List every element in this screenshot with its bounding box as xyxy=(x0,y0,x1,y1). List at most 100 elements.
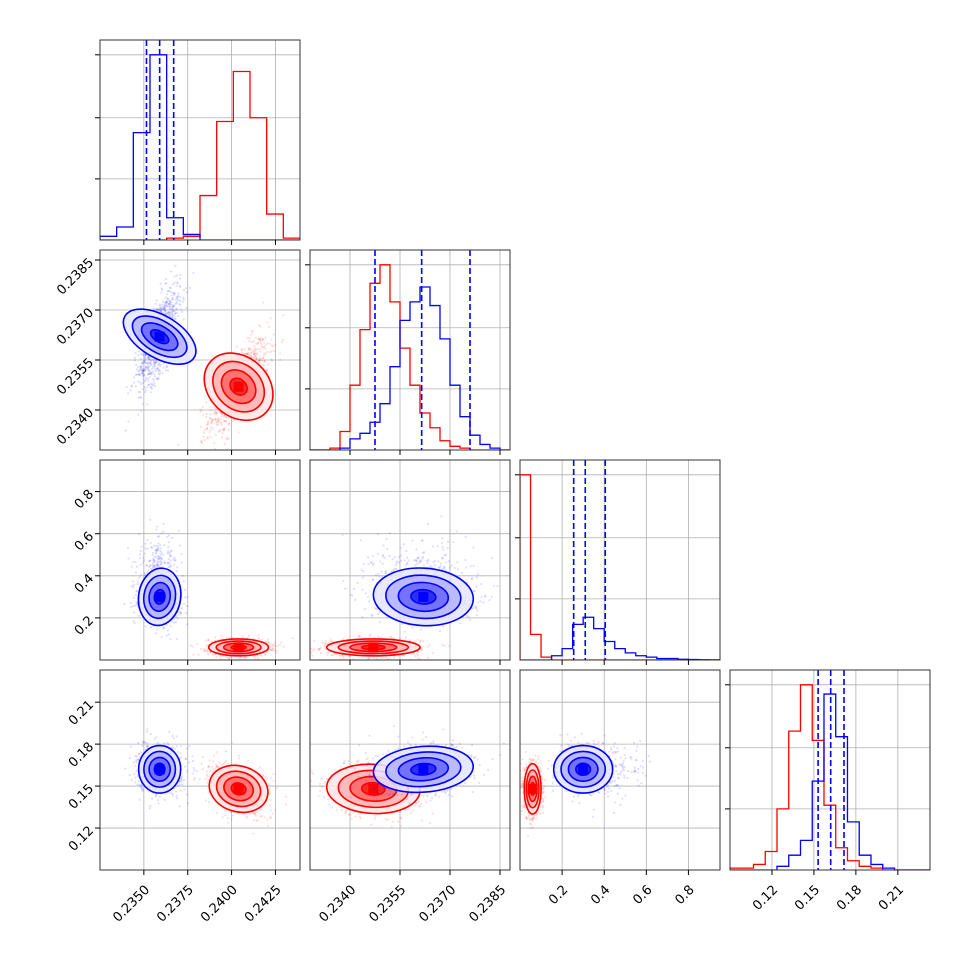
scatter-point xyxy=(154,375,156,377)
scatter-point xyxy=(266,322,268,324)
scatter-point xyxy=(205,650,207,652)
scatter-point xyxy=(271,344,273,346)
histogram-red xyxy=(100,71,300,240)
scatter-point xyxy=(163,627,165,629)
scatter-point xyxy=(225,438,227,440)
scatter-point xyxy=(165,282,167,284)
scatter-point xyxy=(259,325,261,327)
scatter-point xyxy=(433,564,435,566)
scatter-point xyxy=(175,300,177,302)
scatter-point xyxy=(214,411,216,413)
scatter-point xyxy=(135,571,137,573)
scatter-point xyxy=(377,533,379,535)
scatter-point xyxy=(215,656,217,658)
scatter-point xyxy=(212,412,214,414)
scatter-point xyxy=(215,413,217,415)
scatter-point xyxy=(210,436,212,438)
scatter-point xyxy=(203,432,205,434)
scatter-point xyxy=(147,369,149,371)
scatter-point xyxy=(221,635,223,637)
scatter-point xyxy=(165,304,167,306)
scatter-point xyxy=(258,337,260,339)
scatter-point xyxy=(171,295,173,297)
scatter-point xyxy=(127,420,129,422)
diag-panel-1 xyxy=(305,250,510,455)
scatter-point xyxy=(137,366,139,368)
scatter-point xyxy=(364,608,366,610)
scatter-point xyxy=(150,564,152,566)
scatter-point xyxy=(136,566,138,568)
scatter-point xyxy=(222,432,224,434)
scatter-point xyxy=(138,615,140,617)
scatter-point xyxy=(449,566,451,568)
scatter-point xyxy=(225,416,227,418)
scatter-point xyxy=(219,655,221,657)
scatter-point xyxy=(160,309,162,311)
scatter-point xyxy=(341,656,343,658)
scatter-point xyxy=(155,566,157,568)
scatter-point xyxy=(146,571,148,573)
scatter-point xyxy=(140,410,142,412)
scatter-point xyxy=(271,360,273,362)
scatter-point xyxy=(139,366,141,368)
scatter-point xyxy=(269,648,271,650)
scatter-point xyxy=(157,558,159,560)
scatter-point xyxy=(156,549,158,551)
scatter-point xyxy=(192,645,194,647)
scatter-point xyxy=(174,282,176,284)
scatter-point xyxy=(185,307,187,309)
scatter-point xyxy=(228,424,230,426)
scatter-point xyxy=(176,566,178,568)
scatter-point xyxy=(181,607,183,609)
scatter-point xyxy=(153,565,155,567)
scatter-point xyxy=(177,315,179,317)
scatter-point xyxy=(141,362,143,364)
scatter-point xyxy=(206,413,208,415)
scatter-point xyxy=(183,318,185,320)
scatter-point xyxy=(264,360,266,362)
scatter-point xyxy=(264,337,266,339)
scatter-point xyxy=(475,607,477,609)
scatter-point xyxy=(417,654,419,656)
scatter-point xyxy=(127,392,129,394)
scatter-point xyxy=(258,359,260,361)
scatter-point xyxy=(127,557,129,559)
scatter-point xyxy=(349,594,351,596)
scatter-point xyxy=(144,391,146,393)
scatter-point xyxy=(143,374,145,376)
scatter-point xyxy=(427,657,429,659)
scatter-point xyxy=(147,380,149,382)
scatter-point xyxy=(261,340,263,342)
scatter-point xyxy=(443,645,445,647)
scatter-point xyxy=(162,307,164,309)
scatter-point xyxy=(266,351,268,353)
scatter-point xyxy=(273,350,275,352)
scatter-point xyxy=(217,418,219,420)
scatter-point xyxy=(177,292,179,294)
scatter-point xyxy=(179,277,181,279)
scatter-point xyxy=(142,557,144,559)
scatter-point xyxy=(207,639,209,641)
scatter-point xyxy=(152,562,154,564)
scatter-point xyxy=(156,299,158,301)
scatter-point xyxy=(159,365,161,367)
scatter-point xyxy=(174,292,176,294)
scatter-point xyxy=(243,352,245,354)
scatter-point xyxy=(157,542,159,544)
scatter-point xyxy=(133,612,135,614)
scatter-point xyxy=(336,654,338,656)
scatter-point xyxy=(140,397,142,399)
scatter-point xyxy=(429,644,431,646)
scatter-point xyxy=(269,343,271,345)
scatter-point xyxy=(167,298,169,300)
scatter-point xyxy=(227,417,229,419)
scatter-point xyxy=(257,342,259,344)
scatter-point xyxy=(129,389,131,391)
scatter-point xyxy=(150,372,152,374)
scatter-point xyxy=(202,414,204,416)
scatter-point xyxy=(186,596,188,598)
scatter-point xyxy=(207,420,209,422)
scatter-point xyxy=(143,559,145,561)
scatter-point xyxy=(480,600,482,602)
scatter-point xyxy=(130,385,132,387)
